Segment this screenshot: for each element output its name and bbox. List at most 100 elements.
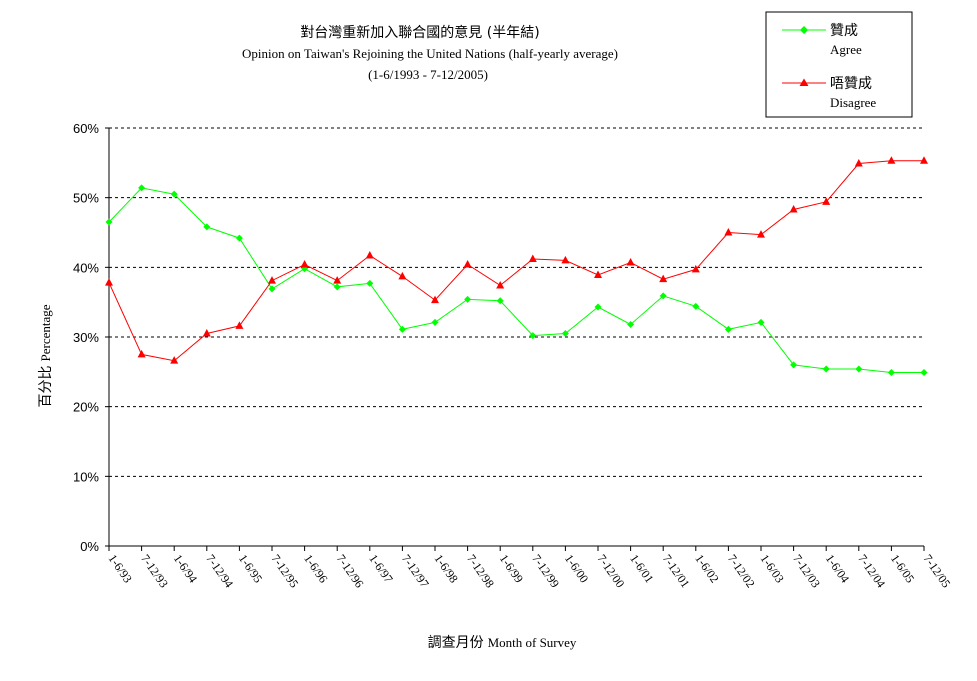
data-point-agree bbox=[822, 365, 830, 373]
data-point-agree bbox=[398, 325, 406, 333]
legend-agree-label-en: Agree bbox=[830, 42, 862, 57]
data-point-agree bbox=[855, 365, 863, 373]
data-point-agree bbox=[333, 283, 341, 291]
x-tick-label: 7-12/01 bbox=[660, 552, 693, 591]
data-point-agree bbox=[790, 361, 798, 369]
x-tick-label: 1-6/04 bbox=[823, 552, 852, 586]
data-point-disagree bbox=[431, 295, 439, 304]
data-point-disagree bbox=[398, 271, 407, 280]
x-tick-label: 7-12/04 bbox=[855, 552, 888, 591]
data-point-disagree bbox=[789, 205, 798, 213]
data-point-disagree bbox=[724, 228, 733, 236]
data-point-agree bbox=[496, 297, 504, 305]
y-tick-label: 20% bbox=[73, 400, 99, 415]
x-tick-label: 7-12/93 bbox=[138, 552, 171, 591]
x-tick-label: 1-6/99 bbox=[497, 552, 526, 586]
data-point-agree bbox=[529, 332, 537, 340]
x-axis-label-zh: 調查月份 bbox=[428, 635, 484, 651]
x-tick-label: 7-12/97 bbox=[399, 552, 432, 591]
x-tick-label: 7-12/05 bbox=[921, 552, 954, 591]
y-tick-label: 40% bbox=[73, 260, 99, 275]
x-tick-label: 1-6/03 bbox=[758, 552, 787, 586]
x-tick-label: 1-6/95 bbox=[236, 552, 265, 586]
x-tick-label: 1-6/05 bbox=[888, 552, 917, 586]
data-point-disagree bbox=[854, 159, 863, 167]
data-point-disagree bbox=[235, 321, 244, 329]
legend-agree-label-zh: 贊成 bbox=[830, 23, 858, 39]
series-line-agree bbox=[108, 187, 924, 373]
data-point-disagree bbox=[137, 349, 146, 358]
data-point-disagree bbox=[463, 260, 472, 268]
x-tick-label: 1-6/98 bbox=[432, 552, 461, 586]
x-tick-label: 1-6/01 bbox=[627, 552, 656, 586]
y-tick-label: 60% bbox=[73, 121, 99, 136]
y-tick-label: 0% bbox=[80, 539, 99, 554]
series-line-disagree bbox=[108, 160, 924, 362]
data-point-agree bbox=[105, 218, 113, 226]
x-tick-label: 7-12/96 bbox=[334, 552, 367, 591]
y-tick-label: 30% bbox=[73, 330, 99, 345]
x-tick-label: 7-12/94 bbox=[203, 552, 236, 591]
data-point-disagree bbox=[822, 197, 831, 205]
x-tick-label: 1-6/96 bbox=[301, 552, 330, 586]
data-point-disagree bbox=[594, 270, 602, 278]
chart-subtitle: Opinion on Taiwan's Rejoining the United… bbox=[242, 46, 618, 61]
grid bbox=[109, 127, 924, 477]
x-tick-label: 1-6/94 bbox=[171, 552, 200, 586]
data-point-agree bbox=[659, 292, 667, 300]
data-point-disagree bbox=[887, 156, 896, 164]
data-point-disagree bbox=[561, 255, 570, 264]
y-axis: 0% 10% 20% 30% 40% 50% 60% bbox=[73, 121, 110, 554]
data-point-agree bbox=[268, 285, 276, 293]
x-tick-label: 7-12/00 bbox=[595, 552, 628, 591]
data-point-disagree bbox=[365, 250, 374, 259]
chart-date-range: (1-6/1993 - 7-12/2005) bbox=[368, 67, 488, 82]
data-point-agree bbox=[203, 223, 211, 231]
x-tick-label: 7-12/95 bbox=[269, 552, 302, 591]
legend-agree-marker bbox=[800, 26, 808, 34]
y-axis-label-zh: 百分比 bbox=[38, 366, 54, 408]
data-point-disagree bbox=[528, 254, 537, 262]
x-tick-label: 7-12/03 bbox=[790, 552, 823, 591]
data-point-disagree bbox=[202, 329, 211, 337]
x-tick-label: 1-6/93 bbox=[106, 552, 135, 586]
data-point-agree bbox=[627, 320, 635, 328]
data-point-disagree bbox=[496, 280, 505, 289]
data-point-disagree bbox=[659, 274, 668, 283]
data-point-agree bbox=[464, 295, 472, 303]
data-point-disagree bbox=[300, 260, 309, 268]
x-tick-label: 1-6/00 bbox=[562, 552, 591, 586]
data-point-agree bbox=[235, 234, 243, 242]
x-tick-label: 7-12/98 bbox=[464, 552, 497, 591]
data-point-agree bbox=[170, 190, 178, 198]
data-point-agree bbox=[692, 302, 700, 310]
data-point-agree bbox=[757, 318, 765, 326]
y-axis-label: 百分比 Percentage bbox=[38, 304, 54, 407]
data-point-disagree bbox=[691, 264, 700, 273]
data-point-agree bbox=[724, 325, 732, 333]
chart-title: 對台灣重新加入聯合國的意見 (半年結) bbox=[300, 24, 539, 41]
data-point-disagree bbox=[170, 356, 179, 364]
x-tick-label: 7-12/02 bbox=[725, 552, 758, 591]
legend-disagree-marker bbox=[799, 78, 809, 86]
y-axis-label-en: Percentage bbox=[38, 304, 53, 361]
data-point-disagree bbox=[333, 276, 342, 284]
data-point-disagree bbox=[920, 156, 928, 164]
legend: 贊成 Agree 唔贊成 Disagree bbox=[765, 11, 913, 118]
x-tick-label: 1-6/97 bbox=[366, 552, 395, 586]
chart-title-block: 對台灣重新加入聯合國的意見 (半年結) Opinion on Taiwan's … bbox=[242, 24, 618, 82]
data-point-agree bbox=[366, 279, 374, 287]
y-tick-label: 50% bbox=[73, 191, 99, 206]
x-axis: 1-6/93 7-12/93 1-6/94 7-12/94 1-6/95 7-12/95 1… bbox=[106, 545, 954, 591]
data-point-disagree bbox=[757, 230, 765, 238]
data-point-agree bbox=[887, 369, 895, 377]
legend-disagree-label-en: Disagree bbox=[830, 95, 876, 110]
x-axis-label-en: Month of Survey bbox=[488, 635, 577, 650]
legend-disagree-label-zh: 唔贊成 bbox=[830, 76, 872, 92]
data-point-agree bbox=[561, 330, 569, 338]
data-point-disagree bbox=[268, 276, 276, 284]
data-point-disagree bbox=[626, 257, 635, 266]
data-point-agree bbox=[920, 369, 928, 377]
x-tick-label: 7-12/99 bbox=[529, 552, 562, 591]
